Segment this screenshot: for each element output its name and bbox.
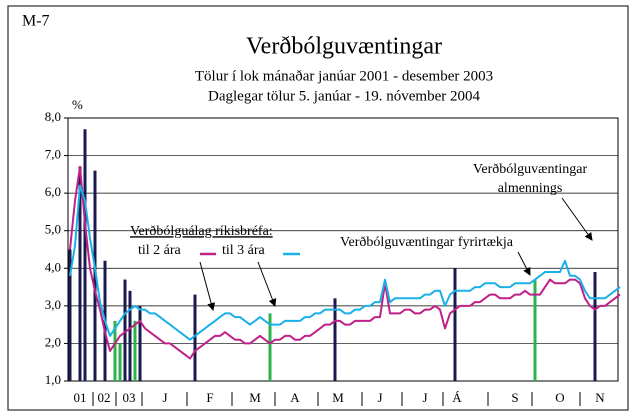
y-tick-label: 3,0 xyxy=(45,297,61,312)
x-tick-label: 01 xyxy=(74,390,87,405)
x-tick-label: S xyxy=(511,390,518,405)
bar xyxy=(453,268,457,381)
legend-label: til 2 ára xyxy=(138,243,182,258)
x-tick-label: Á xyxy=(452,390,462,405)
x-tick-label: 03 xyxy=(123,390,136,405)
bar xyxy=(193,294,197,381)
x-tick-label: 02 xyxy=(98,390,111,405)
y-tick-label: 1,0 xyxy=(45,372,61,387)
chart-label: M-7 xyxy=(22,13,50,30)
bar xyxy=(123,279,127,381)
bar xyxy=(83,129,87,381)
bar xyxy=(593,272,597,381)
bar xyxy=(93,170,97,381)
subtitle: Daglegar tölur 5. janúar - 19. nóvember … xyxy=(208,88,480,104)
bar xyxy=(138,305,142,381)
legend-title: Verðbólguálag ríkisbréfa: xyxy=(130,224,273,239)
y-tick-label: 7,0 xyxy=(45,147,61,162)
annotation: Verðbólguvæntingar xyxy=(473,162,588,177)
annotation: Verðbólguvæntingar fyrirtækja xyxy=(340,235,514,250)
x-tick-label: N xyxy=(595,390,605,405)
bar xyxy=(133,320,137,381)
frame xyxy=(7,5,629,411)
x-tick-label: J xyxy=(162,390,167,405)
bar xyxy=(68,249,72,381)
bar xyxy=(113,320,117,381)
y-axis-label: % xyxy=(72,97,83,112)
legend-label: til 3 ára xyxy=(222,243,266,258)
arrows xyxy=(199,197,593,311)
annotation: almennings xyxy=(498,181,563,196)
bar xyxy=(268,313,272,381)
chart-title: Verðbólguvæntingar xyxy=(246,34,442,60)
bar xyxy=(78,166,82,381)
bar xyxy=(118,343,122,381)
plot-border xyxy=(67,117,619,382)
x-tick-label: A xyxy=(290,390,300,405)
line xyxy=(69,184,621,341)
bar xyxy=(533,279,537,381)
x-tick-label: J xyxy=(422,390,427,405)
bar xyxy=(128,290,132,381)
y-tick-label: 4,0 xyxy=(45,259,61,274)
subtitle: Tölur í lok mánaðar janúar 2001 - desemb… xyxy=(195,68,493,84)
x-tick-label: M xyxy=(332,390,344,405)
x-tick-label: M xyxy=(249,390,261,405)
y-tick-label: 8,0 xyxy=(45,109,61,124)
x-tick-label: F xyxy=(206,390,213,405)
line xyxy=(69,165,621,360)
plot: 1,0 2,0 3,0 4,0 5,0 6,0 7,0 8,0 01 02 03 J F M A M J J Á S O… xyxy=(45,109,621,406)
y-tick-label: 6,0 xyxy=(45,184,61,199)
y-tick-label: 5,0 xyxy=(45,222,61,237)
x-tick-label: O xyxy=(555,390,564,405)
y-tick-label: 2,0 xyxy=(45,334,61,349)
x-tick-label: J xyxy=(377,390,382,405)
bar xyxy=(333,298,337,381)
